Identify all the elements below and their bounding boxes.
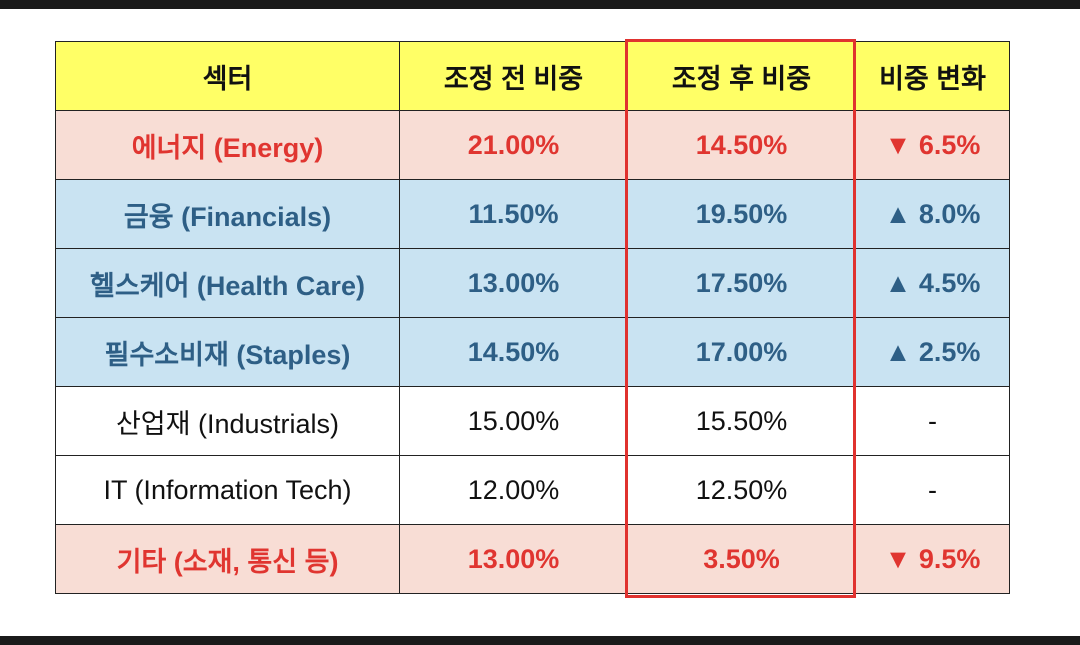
before-weight-cell: 12.00% bbox=[399, 455, 628, 525]
sector-cell: IT (Information Tech) bbox=[55, 455, 400, 525]
before-weight-cell: 13.00% bbox=[399, 524, 628, 594]
sector-cell: 헬스케어 (Health Care) bbox=[55, 248, 400, 318]
sector-cell: 에너지 (Energy) bbox=[55, 110, 400, 180]
table-row: 금융 (Financials) 11.50% 19.50% ▲ 8.0% bbox=[55, 179, 1010, 249]
sector-cell: 산업재 (Industrials) bbox=[55, 386, 400, 456]
bottom-bar bbox=[0, 636, 1080, 645]
table-row: 산업재 (Industrials) 15.00% 15.50% - bbox=[55, 386, 1010, 456]
change-cell: ▲ 2.5% bbox=[855, 317, 1010, 387]
change-cell: ▼ 9.5% bbox=[855, 524, 1010, 594]
before-weight-cell: 13.00% bbox=[399, 248, 628, 318]
before-weight-cell: 21.00% bbox=[399, 110, 628, 180]
before-weight-cell: 15.00% bbox=[399, 386, 628, 456]
table-row: 필수소비재 (Staples) 14.50% 17.00% ▲ 2.5% bbox=[55, 317, 1010, 387]
after-weight-cell: 14.50% bbox=[627, 110, 856, 180]
after-weight-cell: 12.50% bbox=[627, 455, 856, 525]
change-cell: ▲ 8.0% bbox=[855, 179, 1010, 249]
change-cell: ▲ 4.5% bbox=[855, 248, 1010, 318]
top-bar bbox=[0, 0, 1080, 9]
table-row: 기타 (소재, 통신 등) 13.00% 3.50% ▼ 9.5% bbox=[55, 524, 1010, 594]
header-before-weight: 조정 전 비중 bbox=[399, 41, 628, 111]
after-weight-cell: 17.00% bbox=[627, 317, 856, 387]
header-after-weight: 조정 후 비중 bbox=[627, 41, 856, 111]
header-weight-change: 비중 변화 bbox=[855, 41, 1010, 111]
table-row: 에너지 (Energy) 21.00% 14.50% ▼ 6.5% bbox=[55, 110, 1010, 180]
before-weight-cell: 14.50% bbox=[399, 317, 628, 387]
change-cell: - bbox=[855, 386, 1010, 456]
table-row: IT (Information Tech) 12.00% 12.50% - bbox=[55, 455, 1010, 525]
after-weight-cell: 3.50% bbox=[627, 524, 856, 594]
table-header-row: 섹터 조정 전 비중 조정 후 비중 비중 변화 bbox=[55, 41, 1010, 111]
after-weight-cell: 19.50% bbox=[627, 179, 856, 249]
sector-weight-table: 섹터 조정 전 비중 조정 후 비중 비중 변화 에너지 (Energy) 21… bbox=[55, 41, 1010, 594]
change-cell: ▼ 6.5% bbox=[855, 110, 1010, 180]
after-weight-cell: 17.50% bbox=[627, 248, 856, 318]
before-weight-cell: 11.50% bbox=[399, 179, 628, 249]
change-cell: - bbox=[855, 455, 1010, 525]
table-row: 헬스케어 (Health Care) 13.00% 17.50% ▲ 4.5% bbox=[55, 248, 1010, 318]
sector-cell: 금융 (Financials) bbox=[55, 179, 400, 249]
sector-cell: 기타 (소재, 통신 등) bbox=[55, 524, 400, 594]
header-sector: 섹터 bbox=[55, 41, 400, 111]
after-weight-cell: 15.50% bbox=[627, 386, 856, 456]
sector-cell: 필수소비재 (Staples) bbox=[55, 317, 400, 387]
